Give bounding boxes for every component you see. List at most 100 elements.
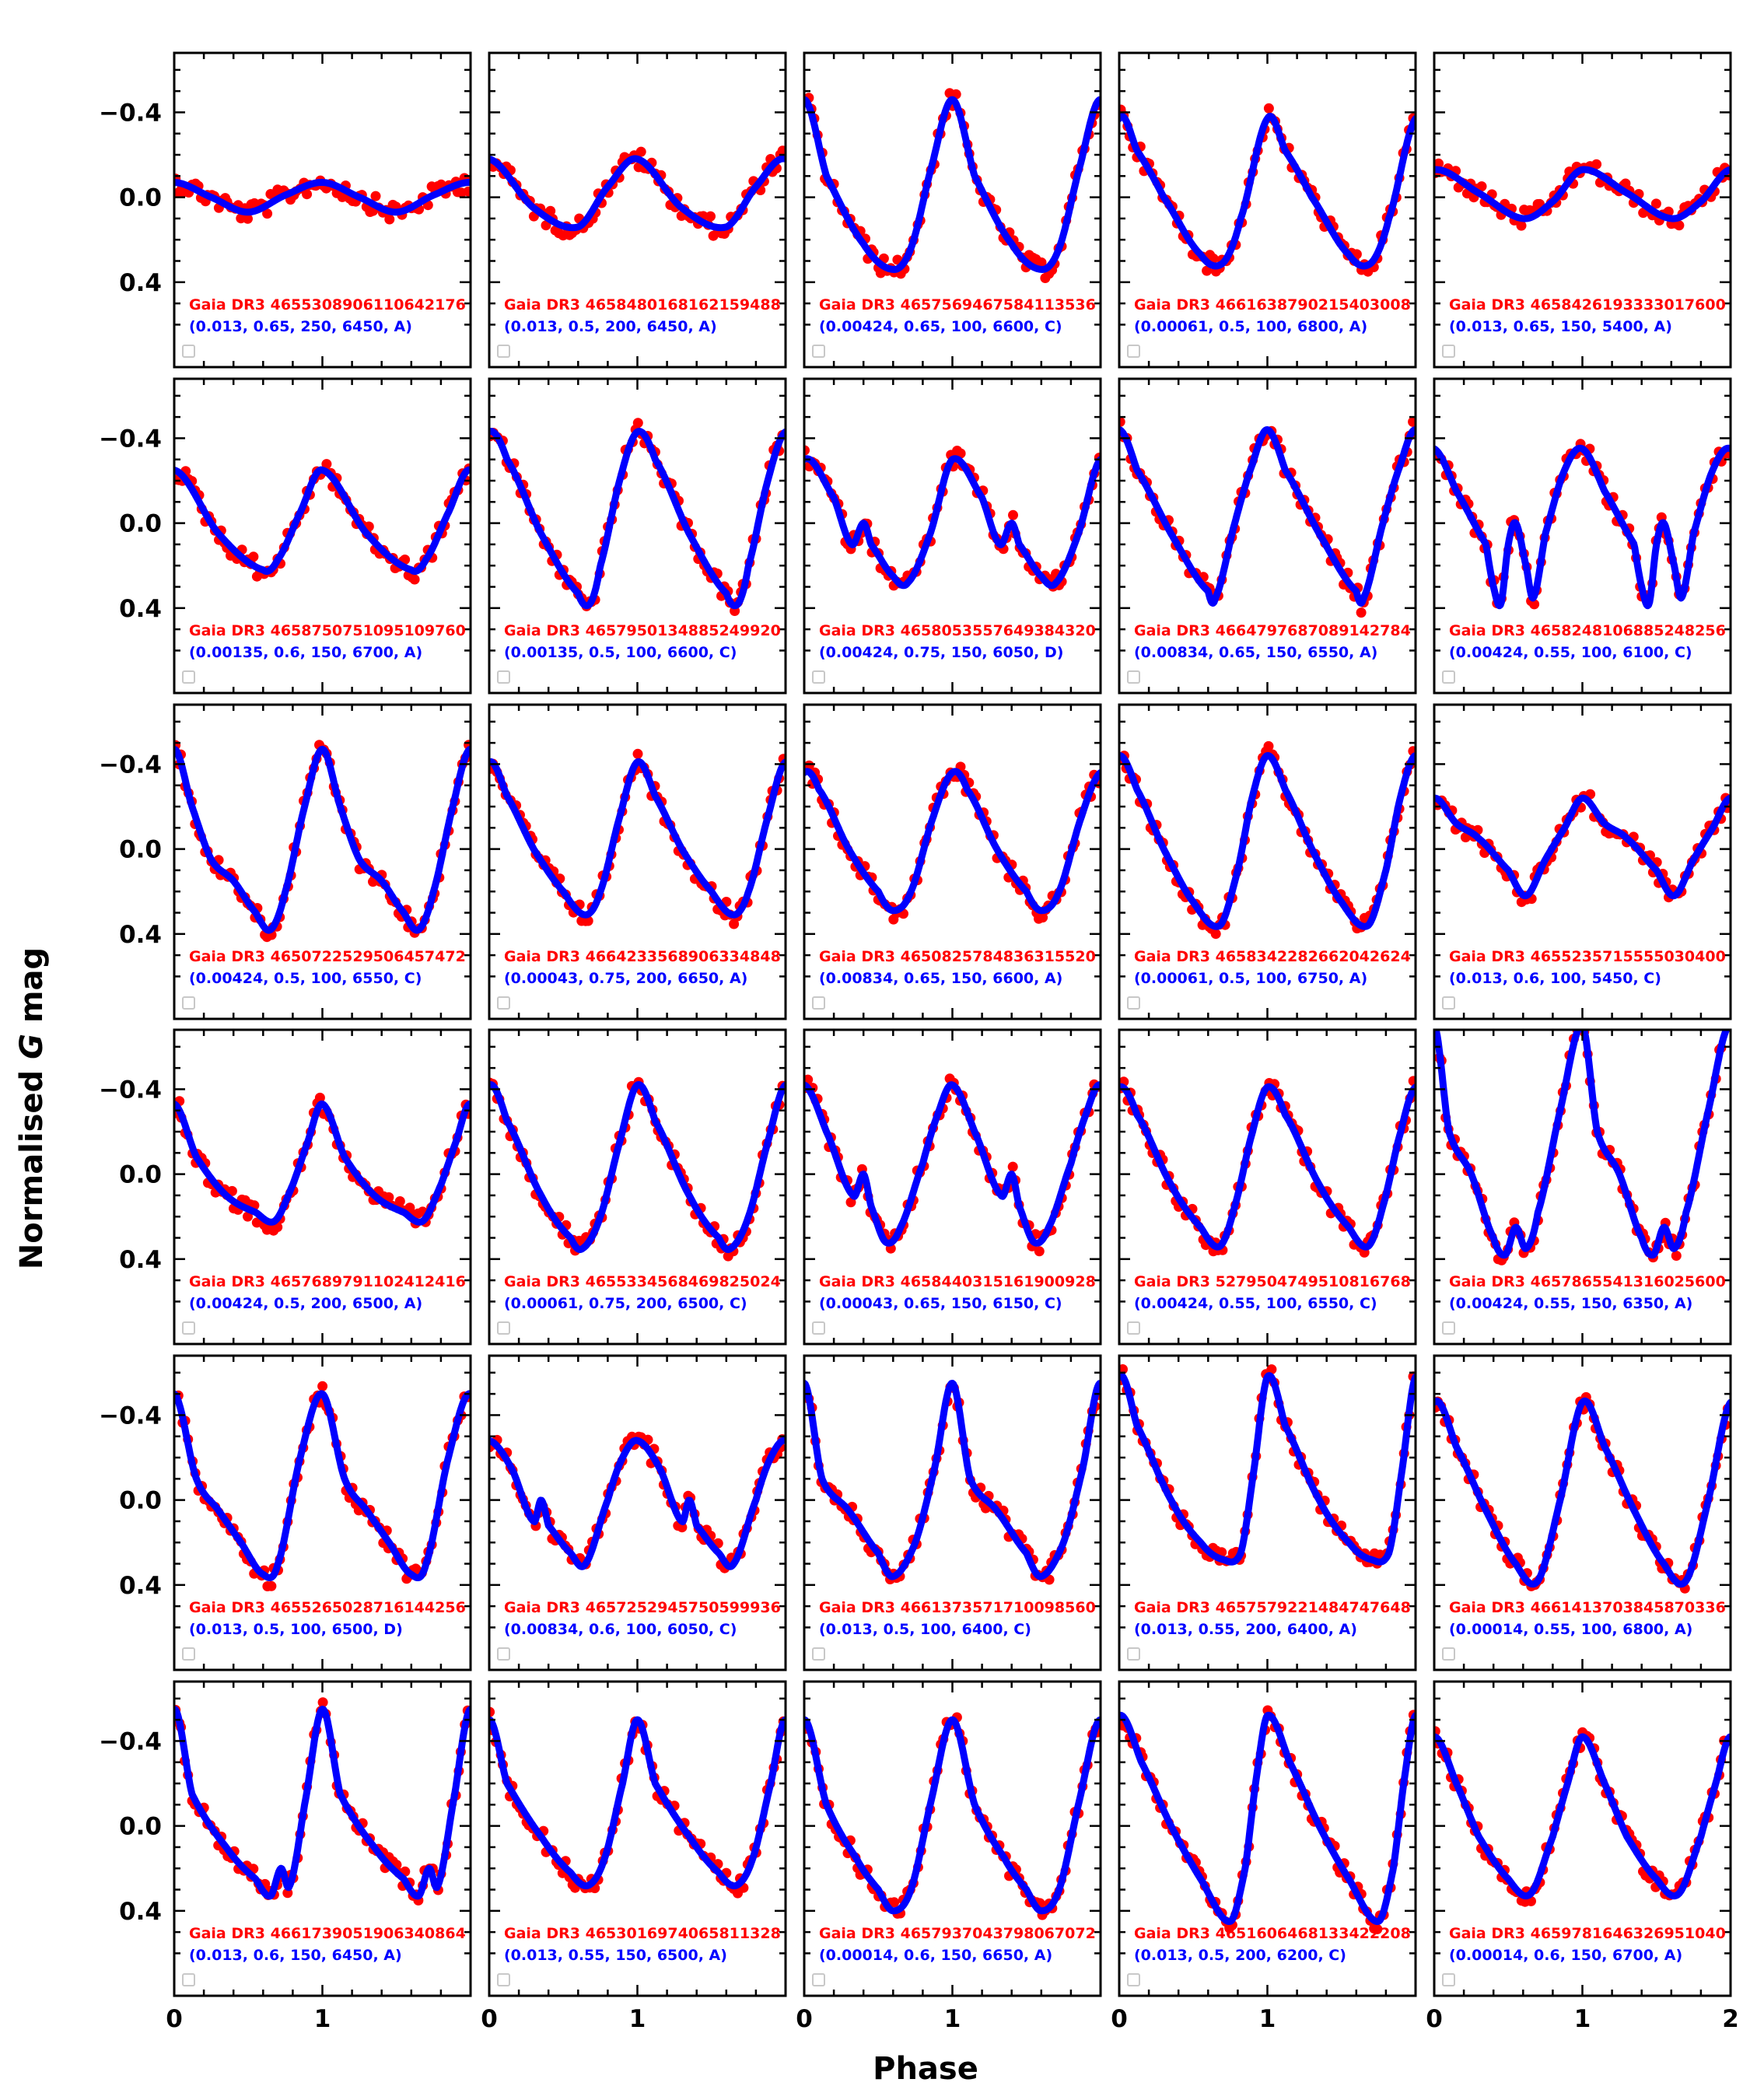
- legend-checkbox-icon: [1443, 1974, 1454, 1986]
- panel-plot-area: [1431, 439, 1734, 609]
- panel: −0.40.00.4Gaia DR3 4655308906110642176(0…: [99, 53, 474, 367]
- y-tick-label: 0.4: [119, 1898, 162, 1926]
- panel: Gaia DR3 4661413703845870336(0.00014, 0.…: [1430, 1356, 1733, 1670]
- panel: Gaia DR3 4661638790215403008(0.00061, 0.…: [1116, 53, 1419, 367]
- panel-gaia-id: Gaia DR3 4653016974065811328: [504, 1925, 781, 1942]
- model-curve: [489, 1720, 786, 1886]
- panel-plot-area: [1430, 1726, 1734, 1906]
- model-curve: [1434, 1737, 1731, 1896]
- x-tick-label: 0: [481, 2005, 498, 2033]
- data-point: [1671, 1251, 1682, 1261]
- panel: Gaia DR3 4658480168162159488(0.013, 0.5,…: [485, 53, 788, 367]
- panel-model-params: (0.00014, 0.6, 150, 6700, A): [1449, 1947, 1682, 1964]
- panel-plot-area: [170, 740, 474, 942]
- data-point: [395, 1196, 405, 1206]
- data-point: [266, 1581, 276, 1591]
- data-point: [464, 187, 474, 197]
- model-curve: [174, 1104, 471, 1222]
- panel-model-params: (0.00424, 0.5, 100, 6550, C): [189, 970, 422, 987]
- panel: 0 1 2 Gaia DR3 4659781646326951040 (0.00014,…: [1426, 1682, 1739, 2033]
- panel-gaia-id: Gaia DR3 4658053557649384320: [819, 622, 1096, 639]
- panel: Gaia DR3 4664797687089142784 (0.00834, 0.…: [1115, 379, 1418, 693]
- model-curve: [174, 1710, 471, 1896]
- panel: Gaia DR3 4658440315161900928 (0.00043, 0.…: [800, 1030, 1104, 1344]
- panel-model-params: (0.00061, 0.5, 100, 6800, A): [1134, 318, 1367, 335]
- panel-gaia-id: Gaia DR3 4655308906110642176: [189, 296, 466, 313]
- panel-plot-area: [486, 749, 789, 929]
- panel-gaia-id: Gaia DR3 4657865541316025600: [1449, 1273, 1726, 1290]
- legend-checkbox-icon: [1128, 1648, 1139, 1660]
- panel-gaia-id: Gaia DR3 4661739051906340864: [189, 1925, 466, 1942]
- panel-plot-area: [1115, 1076, 1419, 1258]
- panel-gaia-id: Gaia DR3 5279504749510816768: [1134, 1273, 1411, 1290]
- data-point: [1356, 607, 1367, 618]
- panel-gaia-id: Gaia DR3 4658342282662042624: [1134, 948, 1411, 965]
- panel: 0 1 Gaia DR3 4653016974065811328 (0.013, 0.…: [481, 1682, 788, 2033]
- panel-model-params: (0.013, 0.5, 100, 6500, D): [189, 1621, 403, 1638]
- y-tick-label: 0.0: [119, 1487, 162, 1515]
- panel-model-params: (0.013, 0.5, 100, 6400, C): [819, 1621, 1031, 1638]
- model-curve: [1119, 430, 1416, 604]
- model-curve: [804, 1720, 1101, 1911]
- panel-model-params: (0.00061, 0.5, 100, 6750, A): [1134, 970, 1367, 987]
- panel-plot-area: [171, 1093, 474, 1236]
- data-point: [317, 1381, 327, 1391]
- panel-gaia-id: Gaia DR3 4661413703845870336: [1449, 1599, 1726, 1616]
- panel: Gaia DR3 4650825784836315520 (0.00834, 0.…: [800, 705, 1104, 1019]
- panel: Gaia DR3 4658248106885248256(0.00424, 0.…: [1431, 379, 1734, 693]
- x-tick-label: 1: [1259, 2005, 1276, 2033]
- panel-plot-area: [485, 145, 788, 240]
- data-point: [1211, 929, 1221, 939]
- panel-gaia-id: Gaia DR3 4661373571710098560: [819, 1599, 1096, 1616]
- panel-plot-area: [1116, 103, 1419, 277]
- data-point: [384, 215, 394, 225]
- legend-checkbox-icon: [183, 1974, 194, 1986]
- legend-checkbox-icon: [1128, 1322, 1139, 1334]
- panel-gaia-id: Gaia DR3 4664233568906334848: [504, 948, 781, 965]
- model-curve: [1434, 1025, 1731, 1255]
- panel: 0 1 Gaia DR3 4657937043798067072 (0.00014, …: [796, 1682, 1102, 2033]
- panel-plot-area: [485, 1432, 788, 1573]
- y-tick-label: 0.4: [119, 921, 162, 949]
- data-point: [705, 212, 716, 222]
- y-axis-label: Normalised G mag: [14, 947, 50, 1269]
- panel-gaia-id: Gaia DR3 4657252945750599936: [504, 1599, 781, 1616]
- panel: Gaia DR3 4664233568906334848 (0.00043, 0.…: [486, 705, 789, 1019]
- panel-plot-area: [1430, 1018, 1734, 1265]
- legend-checkbox-icon: [498, 1648, 509, 1660]
- legend-checkbox-icon: [1443, 997, 1454, 1009]
- panel-plot-area: [800, 1713, 1102, 1920]
- panel-model-params: (0.013, 0.65, 150, 5400, A): [1449, 318, 1672, 335]
- panel-gaia-id: Gaia DR3 4664797687089142784: [1134, 622, 1411, 639]
- legend-checkbox-icon: [1128, 1974, 1139, 1986]
- x-tick-label: 2: [1722, 2005, 1739, 2033]
- panel-gaia-id: Gaia DR3 4651606468133422208: [1134, 1925, 1411, 1942]
- panel-plot-area: [171, 1381, 473, 1591]
- model-curve: [804, 459, 1101, 586]
- legend-checkbox-icon: [813, 1974, 824, 1986]
- panel-gaia-id: Gaia DR3 4657579221484747648: [1134, 1599, 1411, 1616]
- model-curve: [804, 1085, 1101, 1244]
- legend-checkbox-icon: [813, 1648, 824, 1660]
- panel: −0.40.00.4Gaia DR3 4658750751095109760(0…: [99, 379, 474, 693]
- panel: Gaia DR3 4657569467584113536(0.00424, 0.…: [800, 53, 1103, 367]
- y-tick-label: 0.0: [119, 510, 162, 538]
- panel-plot-area: [485, 1077, 788, 1262]
- panel: Gaia DR3 4658342282662042624 (0.00061, 0.…: [1115, 705, 1419, 1019]
- x-tick-label: 1: [1574, 2005, 1591, 2033]
- panel-plot-area: [800, 1073, 1104, 1256]
- legend-checkbox-icon: [183, 997, 194, 1009]
- data-point: [633, 749, 643, 759]
- panel-plot-area: [1431, 789, 1733, 908]
- legend-checkbox-icon: [498, 345, 509, 357]
- legend-checkbox-icon: [1128, 671, 1139, 683]
- panel: Gaia DR3 4657950134885249920(0.00135, 0.…: [485, 379, 787, 693]
- panel-model-params: (0.00834, 0.65, 150, 6550, A): [1134, 644, 1377, 661]
- panel-model-params: (0.013, 0.5, 200, 6450, A): [504, 318, 717, 335]
- data-point: [633, 418, 643, 428]
- panel: −0.4 0.0 0.4 Gaia DR3 4655265028716144256 (0…: [99, 1356, 473, 1670]
- y-axis-label-prefix: Normalised: [14, 1059, 50, 1269]
- panel-model-params: (0.00834, 0.6, 100, 6050, C): [504, 1621, 737, 1638]
- panel-gaia-id: Gaia DR3 4657950134885249920: [504, 622, 781, 639]
- panel: −0.4 0.0 0.4 Gaia DR3 4650722529506457472 (0…: [99, 705, 474, 1019]
